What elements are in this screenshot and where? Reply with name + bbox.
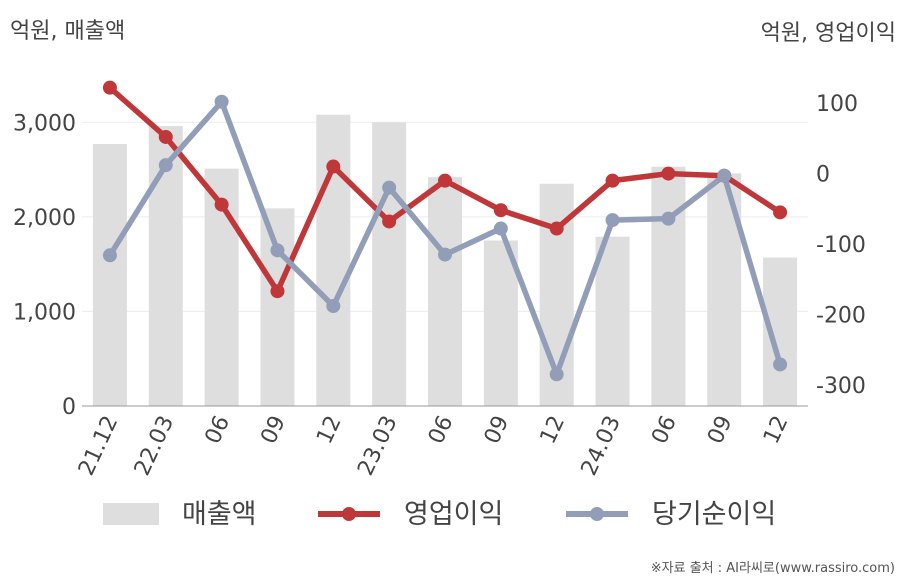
- point-net-income: [605, 213, 620, 228]
- legend-marker-net-income: [590, 507, 604, 521]
- bar-revenue: [260, 208, 295, 406]
- x-tick-label: 12: [536, 412, 570, 448]
- point-net-income: [438, 247, 452, 262]
- line-series: [102, 80, 788, 382]
- point-operating-profit: [102, 80, 117, 95]
- point-operating-profit: [493, 203, 508, 218]
- x-tick-label: 06: [647, 412, 681, 448]
- x-tick-label: 12: [759, 412, 793, 448]
- left-tick-label: 1,000: [13, 300, 76, 325]
- x-tick-label: 22.03: [130, 412, 179, 480]
- left-tick-label: 0: [62, 395, 76, 420]
- point-net-income: [493, 221, 508, 236]
- point-net-income: [102, 248, 117, 263]
- legend-item-operating-profit: 영업이익: [318, 499, 503, 530]
- right-tick-label: 0: [816, 163, 830, 188]
- legend-label-net-income: 당기순이익: [652, 499, 776, 530]
- point-operating-profit: [158, 129, 173, 144]
- point-net-income: [717, 168, 732, 183]
- legend: 매출액 영업이익 당기순이익: [103, 499, 776, 530]
- point-operating-profit: [438, 173, 452, 188]
- legend-item-net-income: 당기순이익: [566, 499, 776, 530]
- left-axis-ticks: 0 1,000 2,000 3,000: [13, 111, 76, 420]
- x-tick-label: 24.03: [577, 412, 626, 480]
- point-operating-profit: [214, 197, 229, 212]
- bar-revenue: [148, 126, 183, 406]
- bar-series-revenue: [92, 114, 798, 407]
- bar-revenue: [316, 114, 351, 406]
- right-tick-label: -300: [816, 374, 866, 399]
- point-operating-profit: [326, 159, 341, 174]
- x-tick-label: 06: [201, 412, 235, 448]
- x-tick-label: 12: [312, 412, 346, 448]
- point-net-income: [549, 367, 564, 382]
- point-operating-profit: [549, 221, 564, 236]
- legend-item-revenue: 매출액: [103, 499, 257, 530]
- x-tick-label: 06: [424, 412, 458, 448]
- point-net-income: [661, 211, 676, 226]
- point-net-income: [158, 158, 173, 173]
- right-tick-label: 100: [816, 92, 858, 117]
- left-tick-label: 3,000: [13, 111, 76, 136]
- right-tick-label: -200: [816, 303, 866, 328]
- point-net-income: [270, 243, 285, 258]
- x-tick-label: 09: [480, 412, 514, 448]
- right-axis-label: 억원, 영업이익: [761, 21, 896, 46]
- source-credit: ※자료 출처 : AI라씨로(www.rassiro.com): [651, 561, 895, 576]
- bar-revenue: [483, 240, 518, 406]
- legend-swatch-revenue: [103, 503, 159, 525]
- left-axis-label: 억원, 매출액: [10, 19, 125, 44]
- x-tick-label: 09: [256, 412, 290, 448]
- point-operating-profit: [773, 205, 788, 220]
- bar-revenue: [428, 177, 462, 406]
- point-net-income: [326, 298, 341, 313]
- right-tick-label: -100: [816, 233, 866, 258]
- left-tick-label: 2,000: [13, 206, 76, 231]
- legend-label-operating-profit: 영업이익: [404, 499, 503, 530]
- x-tick-label: 21.12: [74, 412, 123, 480]
- point-operating-profit: [661, 166, 676, 181]
- bar-revenue: [92, 144, 127, 406]
- legend-marker-operating-profit: [342, 507, 356, 521]
- x-axis-ticks: 21.12 22.03 06 09 12 23.03 06 09 12 24.03 06 09 12: [74, 412, 793, 480]
- point-net-income: [214, 94, 229, 109]
- legend-label-revenue: 매출액: [182, 499, 257, 530]
- point-operating-profit: [382, 214, 397, 229]
- bar-revenue: [595, 236, 630, 406]
- x-tick-label: 23.03: [353, 412, 402, 480]
- right-axis-ticks: -300 -200 -100 0 100: [816, 92, 866, 399]
- point-net-income: [382, 180, 397, 195]
- bar-revenue: [372, 122, 407, 407]
- x-tick-label: 09: [703, 412, 737, 448]
- point-operating-profit: [605, 173, 620, 188]
- point-operating-profit: [270, 284, 285, 299]
- bar-revenue: [651, 166, 686, 406]
- point-net-income: [773, 357, 788, 372]
